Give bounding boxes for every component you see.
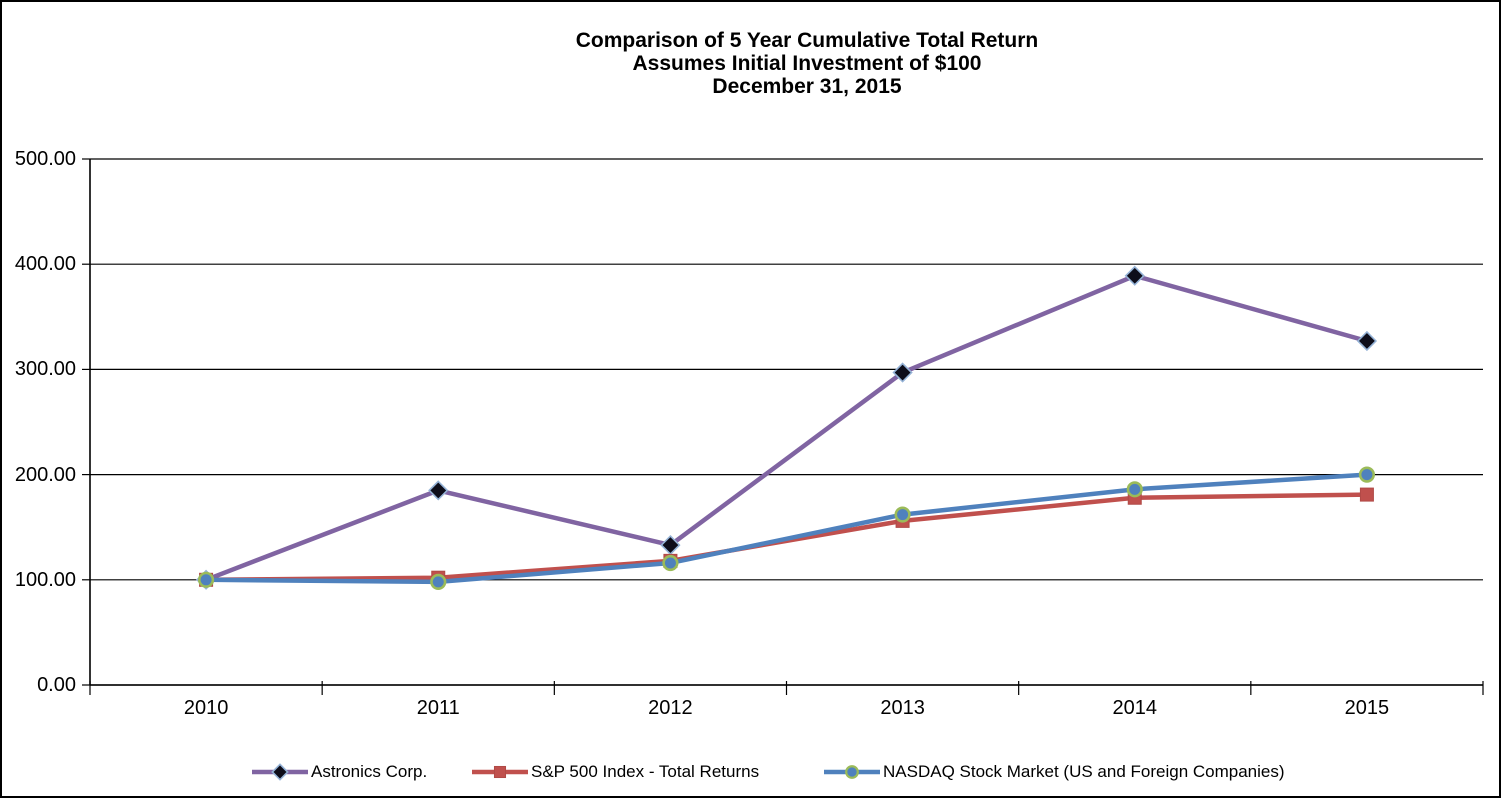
circle-marker-icon xyxy=(430,573,447,591)
x-tick-label: 2010 xyxy=(183,697,229,719)
square-marker-icon xyxy=(1359,487,1374,502)
legend-label: Astronics Corp. xyxy=(311,762,428,781)
circle-marker-icon xyxy=(662,554,679,572)
chart-title: Comparison of 5 Year Cumulative Total Re… xyxy=(575,29,1039,52)
legend-item: S&P 500 Index - Total Returns xyxy=(472,760,759,784)
y-tick-label: 100.00 xyxy=(14,568,76,591)
y-tick-label: 200.00 xyxy=(14,463,76,486)
legend-item: NASDAQ Stock Market (US and Foreign Comp… xyxy=(824,760,1285,784)
diamond-marker-icon xyxy=(892,362,913,383)
x-tick-label: 2011 xyxy=(416,697,460,719)
series-line xyxy=(206,472,1368,585)
square-marker-icon xyxy=(493,765,507,779)
x-tick-label: 2013 xyxy=(880,697,925,719)
diamond-marker-icon xyxy=(428,480,449,501)
y-tick-label: 300.00 xyxy=(14,358,76,381)
chart-title-block: Comparison of 5 Year Cumulative Total Re… xyxy=(112,29,1499,98)
diamond-marker-icon xyxy=(1124,265,1145,286)
diamond-marker-icon xyxy=(271,763,289,781)
circle-marker-icon xyxy=(1126,481,1143,498)
chart-subtitle: Assumes Initial Investment of $100 xyxy=(632,52,982,75)
chart-date-line: December 31, 2015 xyxy=(712,75,902,98)
circle-marker-icon xyxy=(197,571,215,588)
legend-marker xyxy=(472,765,528,779)
y-tick-label: 500.00 xyxy=(14,148,76,170)
diamond-marker-icon xyxy=(1356,330,1378,352)
circle-marker-icon xyxy=(1358,466,1376,483)
legend-label: NASDAQ Stock Market (US and Foreign Comp… xyxy=(883,762,1285,781)
series-line xyxy=(205,273,1368,582)
legend-label: S&P 500 Index - Total Returns xyxy=(531,762,760,781)
x-tick-label: 2014 xyxy=(1112,697,1158,719)
y-tick-label: 0.00 xyxy=(37,674,76,696)
legend-marker xyxy=(824,765,880,779)
circle-marker-icon xyxy=(845,765,859,779)
y-tick-label: 400.00 xyxy=(14,253,76,276)
legend-item: Astronics Corp. xyxy=(252,760,427,784)
x-tick-label: 2015 xyxy=(1344,697,1390,719)
x-tick-label: 2012 xyxy=(648,697,693,719)
circle-marker-icon xyxy=(894,506,911,523)
legend-marker xyxy=(252,763,308,781)
